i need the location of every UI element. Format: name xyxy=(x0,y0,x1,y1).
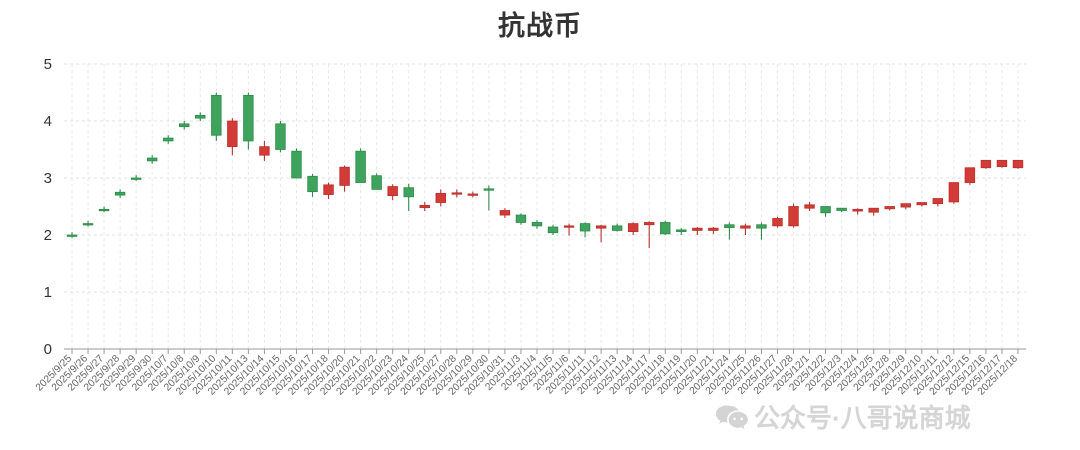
svg-text:3: 3 xyxy=(44,170,52,187)
svg-text:5: 5 xyxy=(44,56,52,73)
svg-text:0: 0 xyxy=(44,341,52,358)
svg-text:2: 2 xyxy=(44,227,52,244)
svg-text:1: 1 xyxy=(44,284,52,301)
svg-text:4: 4 xyxy=(44,113,52,130)
